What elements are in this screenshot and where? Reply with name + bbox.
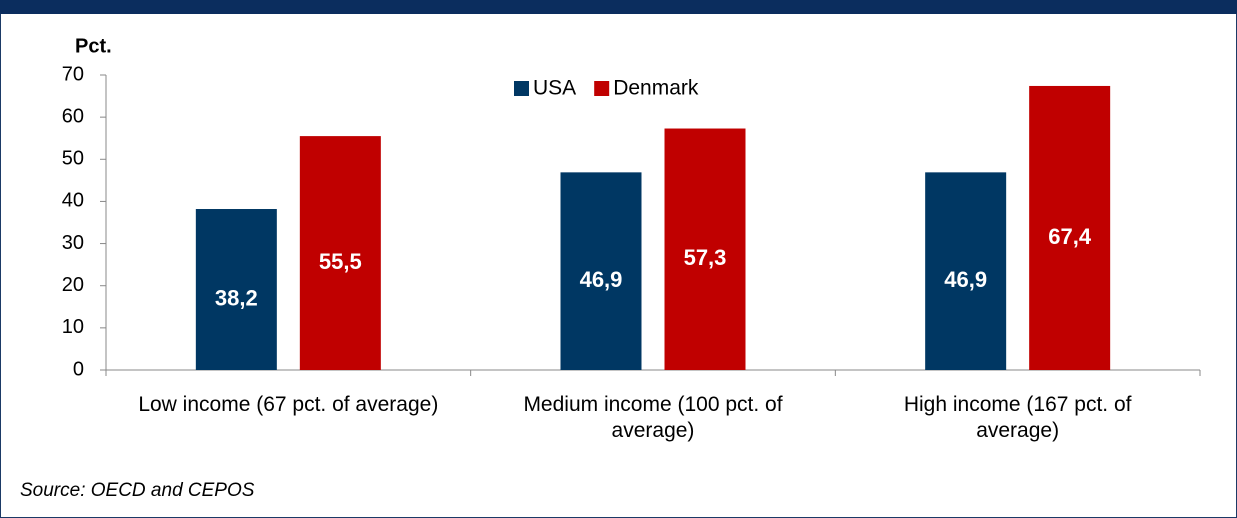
bar bbox=[1029, 85, 1111, 370]
y-tick-label: 60 bbox=[62, 105, 84, 127]
legend-label: Denmark bbox=[613, 77, 699, 100]
y-tick-label: 50 bbox=[62, 148, 84, 170]
bar bbox=[299, 136, 381, 370]
data-label: 46,9 bbox=[580, 267, 623, 292]
y-tick-label: 30 bbox=[62, 232, 84, 254]
y-tick-label: 10 bbox=[62, 316, 84, 338]
y-tick-label: 70 bbox=[62, 63, 84, 85]
data-label: 67,4 bbox=[1048, 224, 1092, 249]
y-tick-label: 20 bbox=[62, 274, 84, 296]
bar bbox=[195, 209, 277, 370]
x-tick-label: Low income (67 pct. of average) bbox=[138, 393, 439, 416]
bar bbox=[925, 172, 1007, 370]
data-label: 38,2 bbox=[215, 285, 258, 310]
x-tick-label: High income (167 pct. of average) bbox=[903, 393, 1132, 442]
data-label: 57,3 bbox=[684, 245, 727, 270]
legend-label: USA bbox=[533, 77, 576, 100]
header-band bbox=[0, 0, 1237, 14]
legend-swatch bbox=[594, 81, 610, 96]
data-label: 46,9 bbox=[944, 267, 987, 292]
x-tick-label: Medium income (100 pct. of average) bbox=[523, 393, 783, 442]
y-tick-label: 40 bbox=[62, 190, 84, 212]
legend-swatch bbox=[514, 81, 529, 96]
bar bbox=[560, 172, 642, 370]
bar bbox=[664, 128, 746, 370]
y-tick-label: 0 bbox=[73, 358, 84, 380]
data-label: 55,5 bbox=[319, 249, 362, 274]
source-note: Source: OECD and CEPOS bbox=[20, 480, 255, 501]
y-axis-label: Pct. bbox=[75, 35, 112, 57]
